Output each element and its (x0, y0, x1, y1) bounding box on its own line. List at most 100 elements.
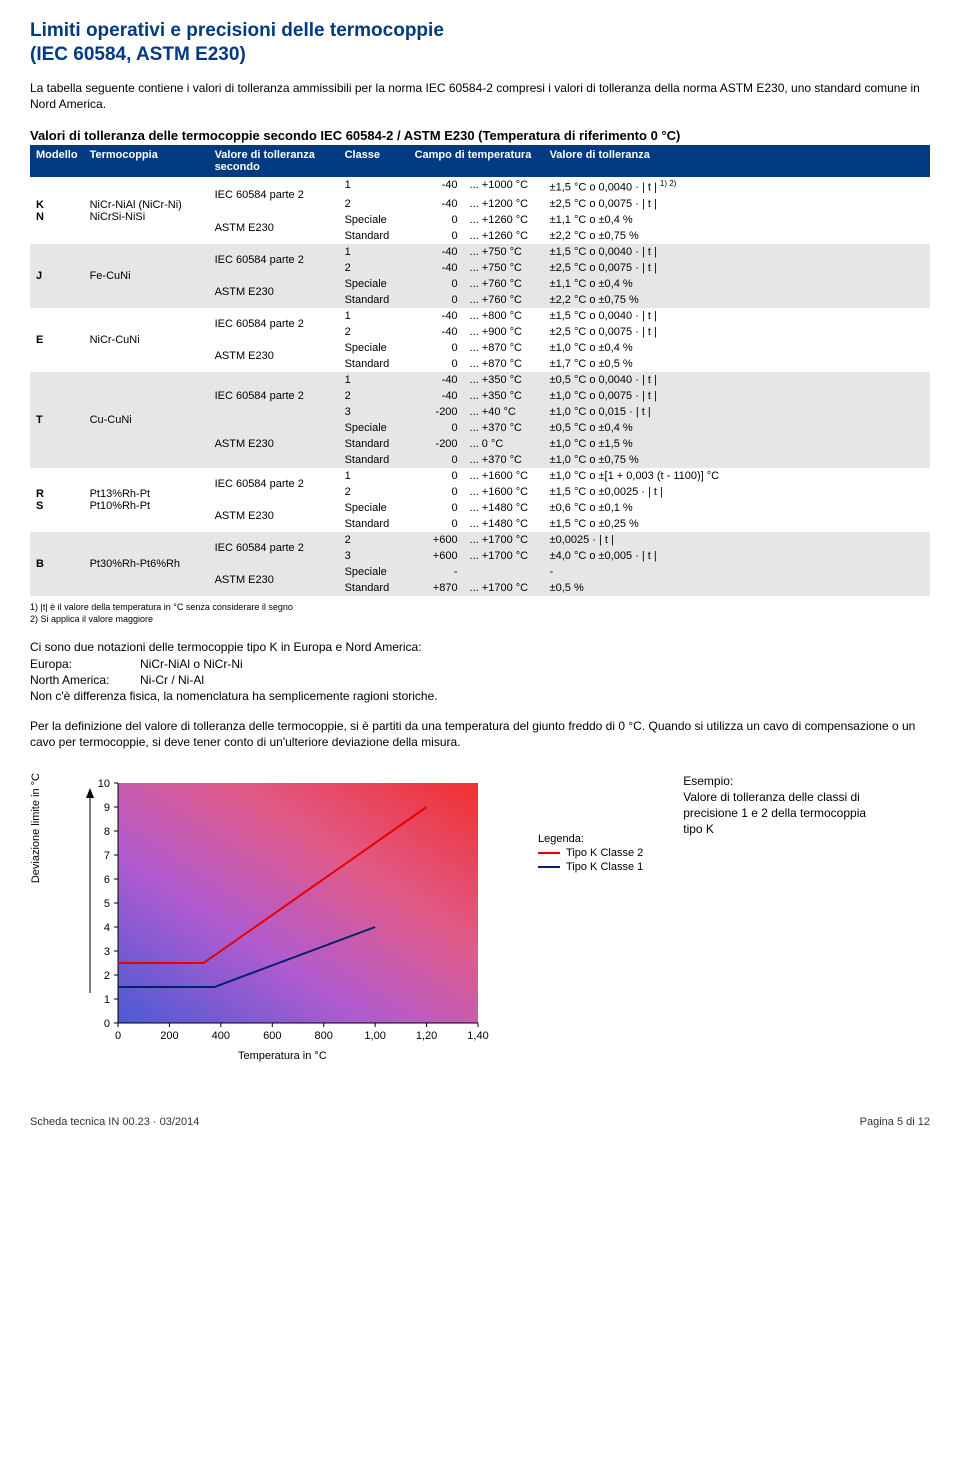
page-title-line2: (IEC 60584, ASTM E230) (30, 44, 930, 66)
cell-class: 1 (339, 468, 409, 484)
footer-right: Pagina 5 di 12 (860, 1116, 930, 1128)
cell-tolerance: ±2,2 °C o ±0,75 % (544, 228, 930, 244)
svg-text:0: 0 (115, 1030, 121, 1042)
cell-range-lo: -40 (409, 260, 464, 276)
cell-range-hi: ... +350 °C (464, 388, 544, 404)
cell-range-hi: ... +370 °C (464, 452, 544, 468)
cell-range-lo: -40 (409, 324, 464, 340)
svg-text:1,40: 1,40 (467, 1030, 488, 1042)
svg-text:Temperatura in °C: Temperatura in °C (238, 1050, 327, 1062)
th-range: Campo di temperatura (409, 145, 544, 177)
cell-range-lo: 0 (409, 420, 464, 436)
cell-range-hi: ... +800 °C (464, 308, 544, 324)
cell-class: 2 (339, 388, 409, 404)
svg-text:4: 4 (104, 922, 110, 934)
footer-left: Scheda tecnica IN 00.23 · 03/2014 (30, 1116, 199, 1128)
tolerance-chart: 01234567891002004006008001,001,201,40Tem… (68, 773, 498, 1076)
table-row: JFe-CuNiIEC 60584 parte 21-40... +750 °C… (30, 244, 930, 260)
cell-range-hi: ... +1700 °C (464, 580, 544, 596)
cell-standard: ASTM E230 (209, 276, 339, 308)
footnotes: 1) |t| è il valore della temperatura in … (30, 602, 930, 625)
cell-range-lo: -40 (409, 308, 464, 324)
cell-tolerance: ±1,1 °C o ±0,4 % (544, 276, 930, 292)
definition-paragraph: Per la definizione del valore di tollera… (30, 718, 930, 750)
cell-class: 3 (339, 404, 409, 420)
legend-label: Tipo K Classe 2 (566, 847, 643, 859)
legend-swatch (538, 866, 560, 868)
cell-range-lo: 0 (409, 500, 464, 516)
cell-range-hi: ... +870 °C (464, 340, 544, 356)
svg-text:6: 6 (104, 874, 110, 886)
svg-text:10: 10 (98, 778, 110, 790)
cell-class: Speciale (339, 276, 409, 292)
cell-class: Speciale (339, 340, 409, 356)
cell-thermocouple: Pt13%Rh-Pt Pt10%Rh-Pt (84, 468, 209, 532)
cell-tolerance: ±1,0 °C o 0,0075 · | t | (544, 388, 930, 404)
cell-class: 1 (339, 177, 409, 196)
svg-text:1: 1 (104, 994, 110, 1006)
cell-range-hi: ... +1480 °C (464, 500, 544, 516)
cell-class: Speciale (339, 564, 409, 580)
cell-range-hi: ... +1260 °C (464, 212, 544, 228)
cell-range-lo: 0 (409, 484, 464, 500)
cell-tolerance: ±1,1 °C o ±0,4 % (544, 212, 930, 228)
svg-text:9: 9 (104, 802, 110, 814)
footnote-1: 1) |t| è il valore della temperatura in … (30, 602, 930, 614)
cell-range-lo: - (409, 564, 464, 580)
cell-tolerance: ±0,5 % (544, 580, 930, 596)
cell-range-lo: 0 (409, 212, 464, 228)
cell-class: Standard (339, 356, 409, 372)
cell-standard: ASTM E230 (209, 420, 339, 468)
cell-thermocouple: NiCr-CuNi (84, 308, 209, 372)
svg-text:8: 8 (104, 826, 110, 838)
cell-range-hi: ... +1600 °C (464, 484, 544, 500)
cell-class: 2 (339, 324, 409, 340)
cell-range-lo: -40 (409, 177, 464, 196)
cell-tolerance: ±2,5 °C o 0,0075 · | t | (544, 196, 930, 212)
cell-range-lo: +600 (409, 532, 464, 548)
cell-tolerance: ±1,7 °C o ±0,5 % (544, 356, 930, 372)
table-row: K NNiCr-NiAl (NiCr-Ni) NiCrSi-NiSiIEC 60… (30, 177, 930, 196)
cell-range-hi: ... +750 °C (464, 244, 544, 260)
th-model: Modello (30, 145, 84, 177)
cell-range-hi: ... +760 °C (464, 292, 544, 308)
cell-model: E (30, 308, 84, 372)
cell-thermocouple: Fe-CuNi (84, 244, 209, 308)
cell-thermocouple: NiCr-NiAl (NiCr-Ni) NiCrSi-NiSi (84, 177, 209, 244)
svg-text:1,00: 1,00 (364, 1030, 385, 1042)
cell-model: T (30, 372, 84, 468)
cell-range-hi: ... +1600 °C (464, 468, 544, 484)
cell-tolerance: ±1,5 °C o 0,0040 · | t | (544, 308, 930, 324)
cell-tolerance: ±2,5 °C o 0,0075 · | t | (544, 324, 930, 340)
legend-item: Tipo K Classe 2 (538, 847, 643, 859)
chart-example: Esempio: Valore di tolleranza delle clas… (683, 773, 883, 838)
cell-range-lo: 0 (409, 292, 464, 308)
cell-class: Speciale (339, 420, 409, 436)
cell-class: 1 (339, 308, 409, 324)
cell-tolerance: ±1,5 °C o 0,0040 · | t | 1) 2) (544, 177, 930, 196)
cell-range-hi: ... +1480 °C (464, 516, 544, 532)
cell-standard: IEC 60584 parte 2 (209, 372, 339, 420)
cell-standard: IEC 60584 parte 2 (209, 177, 339, 212)
cell-standard: IEC 60584 parte 2 (209, 244, 339, 276)
cell-range-lo: +600 (409, 548, 464, 564)
cell-range-hi: ... +1000 °C (464, 177, 544, 196)
th-class: Classe (339, 145, 409, 177)
cell-range-lo: -200 (409, 404, 464, 420)
cell-range-lo: -40 (409, 388, 464, 404)
cell-tolerance: ±1,0 °C o ±[1 + 0,003 (t - 1100)] °C (544, 468, 930, 484)
table-row: R SPt13%Rh-Pt Pt10%Rh-PtIEC 60584 parte … (30, 468, 930, 484)
cell-model: R S (30, 468, 84, 532)
cell-class: Standard (339, 228, 409, 244)
cell-range-lo: 0 (409, 356, 464, 372)
cell-model: B (30, 532, 84, 596)
cell-class: 2 (339, 532, 409, 548)
svg-text:400: 400 (212, 1030, 230, 1042)
cell-tolerance: ±1,5 °C o ±0,25 % (544, 516, 930, 532)
cell-tolerance: ±0,6 °C o ±0,1 % (544, 500, 930, 516)
cell-standard: ASTM E230 (209, 564, 339, 596)
th-thermocouple: Termocoppia (84, 145, 209, 177)
cell-class: Standard (339, 436, 409, 452)
cell-range-lo: -40 (409, 196, 464, 212)
cell-thermocouple: Pt30%Rh-Pt6%Rh (84, 532, 209, 596)
